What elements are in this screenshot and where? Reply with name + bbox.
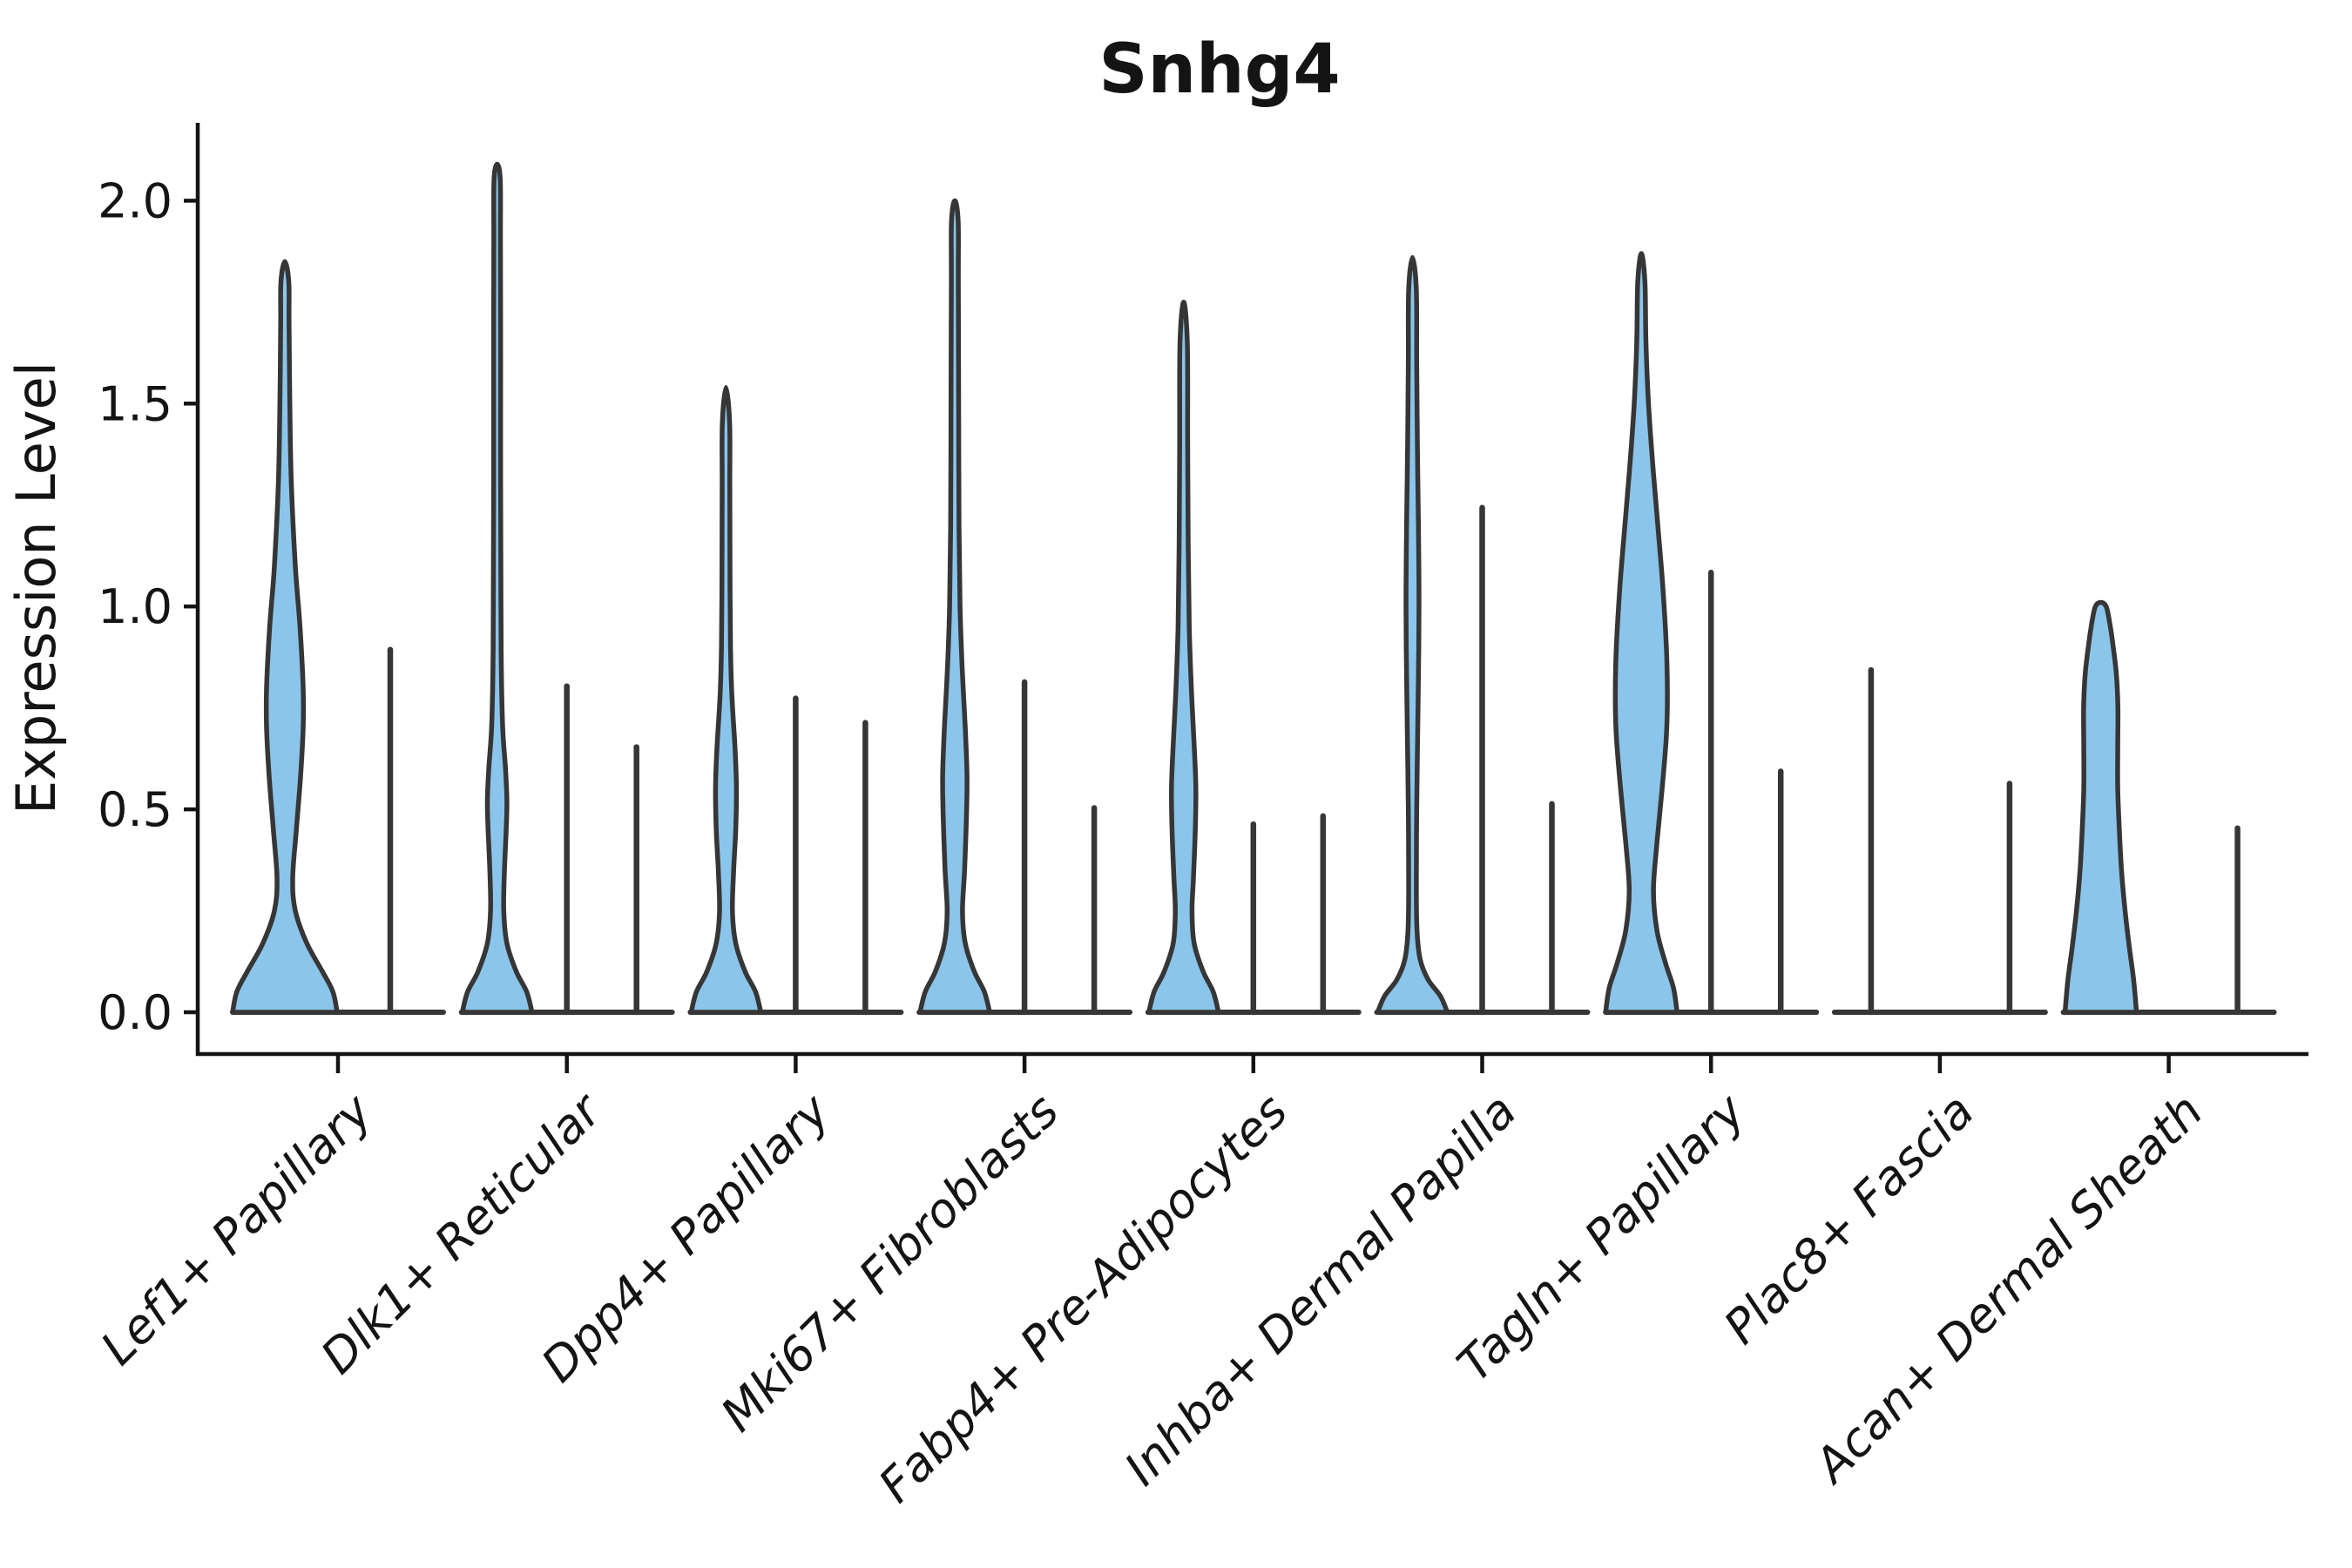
violin-density xyxy=(459,161,535,1015)
plot-root: Snhg4 Expression Level 0.0 0.5 1.0 1.5 2.0 L… xyxy=(4,30,2308,1513)
x-tick-label: Acan+ Dermal Sheath xyxy=(1802,1084,2213,1495)
x-tick-label: Inhba+ Dermal Papilla xyxy=(1114,1084,1527,1497)
violin-density xyxy=(1146,300,1221,1015)
y-tick-label: 0.5 xyxy=(98,782,172,837)
violin-group xyxy=(2060,599,2277,1016)
y-tick-label: 0.0 xyxy=(98,985,172,1040)
violin-density xyxy=(1375,254,1450,1015)
y-axis-label: Expression Level xyxy=(4,362,68,814)
violin-group xyxy=(687,384,904,1016)
y-axis: 0.0 0.5 1.0 1.5 2.0 xyxy=(98,173,198,1040)
axis-spines xyxy=(195,123,2308,1057)
chart-title: Snhg4 xyxy=(1098,30,1340,109)
y-tick-label: 2.0 xyxy=(98,173,172,228)
x-tick-label: Fabp4+ Pre-Adipocytes xyxy=(868,1084,1298,1513)
violin-density xyxy=(917,198,992,1015)
violin-group xyxy=(458,161,675,1016)
violin-group xyxy=(1603,251,1820,1016)
violins-layer xyxy=(230,161,2277,1016)
violin-group xyxy=(230,259,446,1016)
violin-group xyxy=(1374,254,1591,1016)
y-tick-label: 1.5 xyxy=(98,376,172,431)
violin-density xyxy=(1603,251,1680,1015)
y-tick-label: 1.0 xyxy=(98,579,172,634)
violin-density xyxy=(230,259,340,1015)
violin-group xyxy=(1831,666,2048,1016)
violin-density xyxy=(2062,599,2139,1015)
violin-group xyxy=(1145,300,1362,1016)
violin-group xyxy=(916,198,1133,1016)
violin-density xyxy=(688,384,764,1015)
